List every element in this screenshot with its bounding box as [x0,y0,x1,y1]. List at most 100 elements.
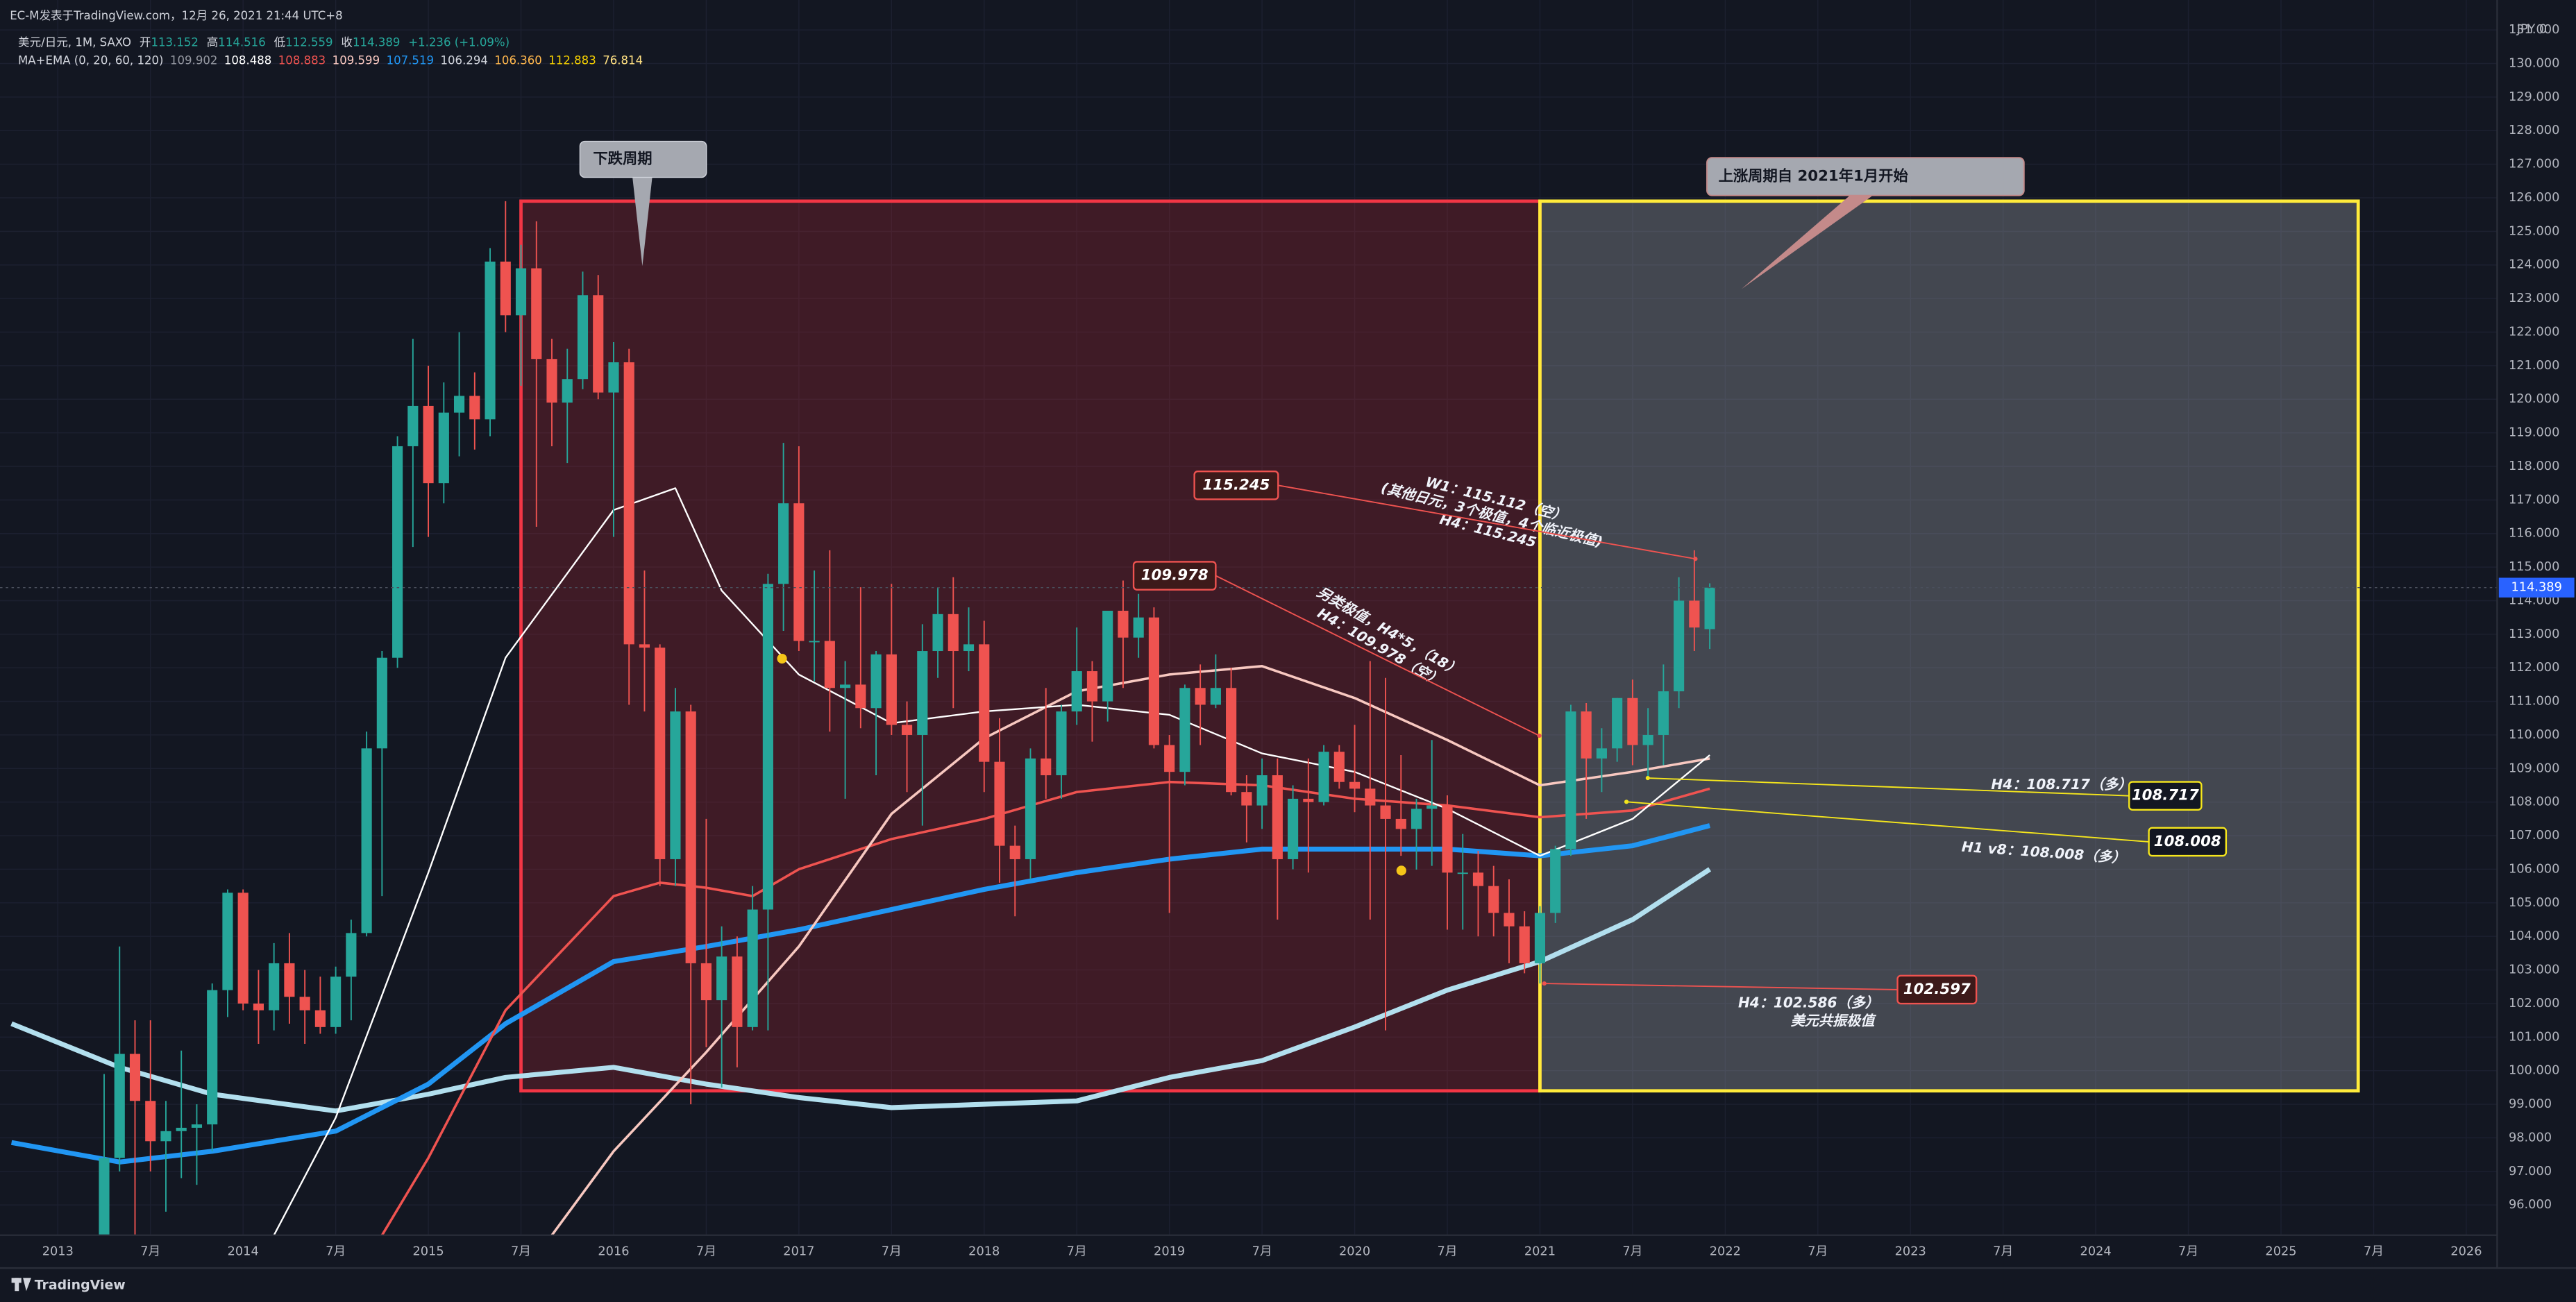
y-tick-label: 116.000 [2509,527,2559,541]
candle-body [1272,775,1283,859]
candle-body [346,933,357,977]
candle-body [793,503,805,641]
level-connector [1647,777,2130,797]
candle-body [269,963,280,1011]
y-tick-label: 102.000 [2509,997,2559,1011]
y-tick-label: 125.000 [2509,224,2559,238]
candle-body [1658,691,1669,735]
candle-body [639,644,650,648]
ohlc-label: 开 [140,35,151,49]
candle-body [593,295,604,393]
callout-text: 下跌周期 [593,151,652,168]
level-point [1542,981,1547,986]
y-tick-label: 131.000 [2509,23,2559,37]
candle-body [1411,809,1422,829]
y-tick-label: 117.000 [2509,493,2559,507]
candle-body [284,963,295,997]
x-tick-label: 2021 [1524,1244,1556,1258]
level-point [1537,733,1542,738]
candle-body [1674,600,1685,692]
x-tick-label: 7月 [1252,1244,1272,1258]
level-box [2148,827,2228,857]
x-tick-label: 2014 [228,1244,259,1258]
y-tick-label: 118.000 [2509,459,2559,473]
candle-body [515,268,527,316]
note: 美元共振极值 [1791,1013,1877,1029]
y-tick-label: 104.000 [2509,929,2559,943]
candle-body [546,359,557,403]
x-tick-label: 7月 [696,1244,716,1258]
candle-body [840,684,851,688]
candle-body [253,1003,264,1011]
level-point [1645,775,1650,781]
callout-pointer [1741,195,1874,289]
candle-body [1395,818,1406,829]
candle-body [1457,872,1468,874]
candle-body [809,641,820,643]
x-tick-label: 7月 [1993,1244,2013,1258]
candle-body [901,725,913,735]
callout-pointer [632,177,653,267]
symbol: 美元/日元, 1M, SAXO [18,35,131,49]
y-tick-label: 128.000 [2509,124,2559,137]
candle-body [1488,886,1499,913]
candle-body [1288,798,1299,859]
candle-body [237,893,249,1004]
candle-body [1148,617,1159,745]
zone [1538,199,2360,1093]
ma-line [273,487,1710,1235]
callout-text: 上涨周期自 2021年1月开始 [1719,167,1909,185]
y-tick-label: 103.000 [2509,963,2559,977]
level-label: 102.597 [1903,981,1971,998]
x-tick-label: 7月 [511,1244,531,1258]
candle-body [870,654,882,709]
brand-text: TradingView [35,1277,126,1292]
x-tick-label: 7月 [1622,1244,1642,1258]
candle-body [392,446,403,658]
y-tick-label: 122.000 [2509,325,2559,339]
ohlc-value: 112.559 [285,35,332,49]
x-tick-label: 2024 [2080,1244,2112,1258]
candle-body [1504,913,1515,927]
y-tick-label: 106.000 [2509,862,2559,876]
candle-body [1642,734,1653,745]
x-tick-label: 2018 [968,1244,1000,1258]
y-tick-label: 123.000 [2509,291,2559,305]
x-tick-label: 7月 [1437,1244,1457,1258]
x-tick-label: 2017 [783,1244,814,1258]
candle-body [778,503,789,584]
candle-body [376,657,387,749]
candle-body [1133,617,1144,638]
candle-body [762,584,773,910]
level-point [1693,557,1698,561]
x-tick-label: 7月 [326,1244,346,1258]
candle-body [99,1158,110,1235]
level-connector [1626,801,2149,843]
x-tick-label: 7月 [140,1244,160,1258]
indicator-value: 109.599 [332,53,380,67]
candle-body [129,1054,141,1101]
candle-body [608,362,619,393]
indicator-value: 106.294 [440,53,487,67]
level-connector [1215,575,1540,736]
legend-indicator: MA+EMA (0, 20, 60, 120) 109.902 108.488 108… [18,53,643,67]
last-price-box [2498,577,2575,598]
candle-body [361,748,372,933]
candle-body [948,614,959,652]
indicator-value: 107.519 [387,53,434,67]
candle-body [623,362,634,645]
candle-body [1118,610,1129,638]
candle-body [330,976,342,1027]
level-label: 108.008 [2154,833,2221,850]
last-price-label: 114.389 [2511,581,2561,595]
candle-body [994,761,1005,846]
candle-body [469,396,480,420]
level-box [1132,561,1217,591]
brand: TradingView [11,1277,126,1292]
candle-body [670,711,681,859]
level-connector [1544,983,1898,990]
candle-body [732,956,743,1027]
candle-body [176,1127,187,1131]
x-tick-label: 7月 [2178,1244,2198,1258]
